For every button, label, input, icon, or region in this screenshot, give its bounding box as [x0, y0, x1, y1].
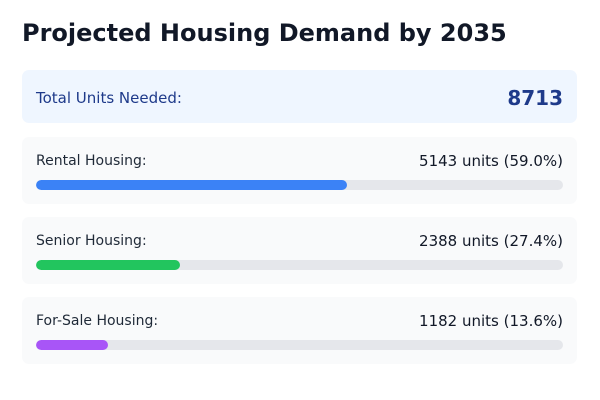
category-value: 1182 units (13.6%) [419, 312, 563, 330]
category-value: 5143 units (59.0%) [419, 152, 563, 170]
total-units-card: Total Units Needed: 8713 [22, 70, 577, 123]
progress-fill-for-sale [36, 340, 108, 350]
category-label: Rental Housing: [36, 153, 147, 169]
total-units-value: 8713 [507, 86, 563, 110]
total-units-label: Total Units Needed: [36, 89, 182, 107]
category-card-senior: Senior Housing: 2388 units (27.4%) [22, 217, 577, 284]
category-card-for-sale: For-Sale Housing: 1182 units (13.6%) [22, 297, 577, 364]
category-label: Senior Housing: [36, 233, 147, 249]
progress-track [36, 180, 563, 190]
page-title: Projected Housing Demand by 2035 [22, 19, 507, 47]
category-card-rental: Rental Housing: 5143 units (59.0%) [22, 137, 577, 204]
progress-track [36, 260, 563, 270]
progress-track [36, 340, 563, 350]
progress-fill-rental [36, 180, 347, 190]
category-value: 2388 units (27.4%) [419, 232, 563, 250]
progress-fill-senior [36, 260, 181, 270]
category-label: For-Sale Housing: [36, 313, 159, 329]
